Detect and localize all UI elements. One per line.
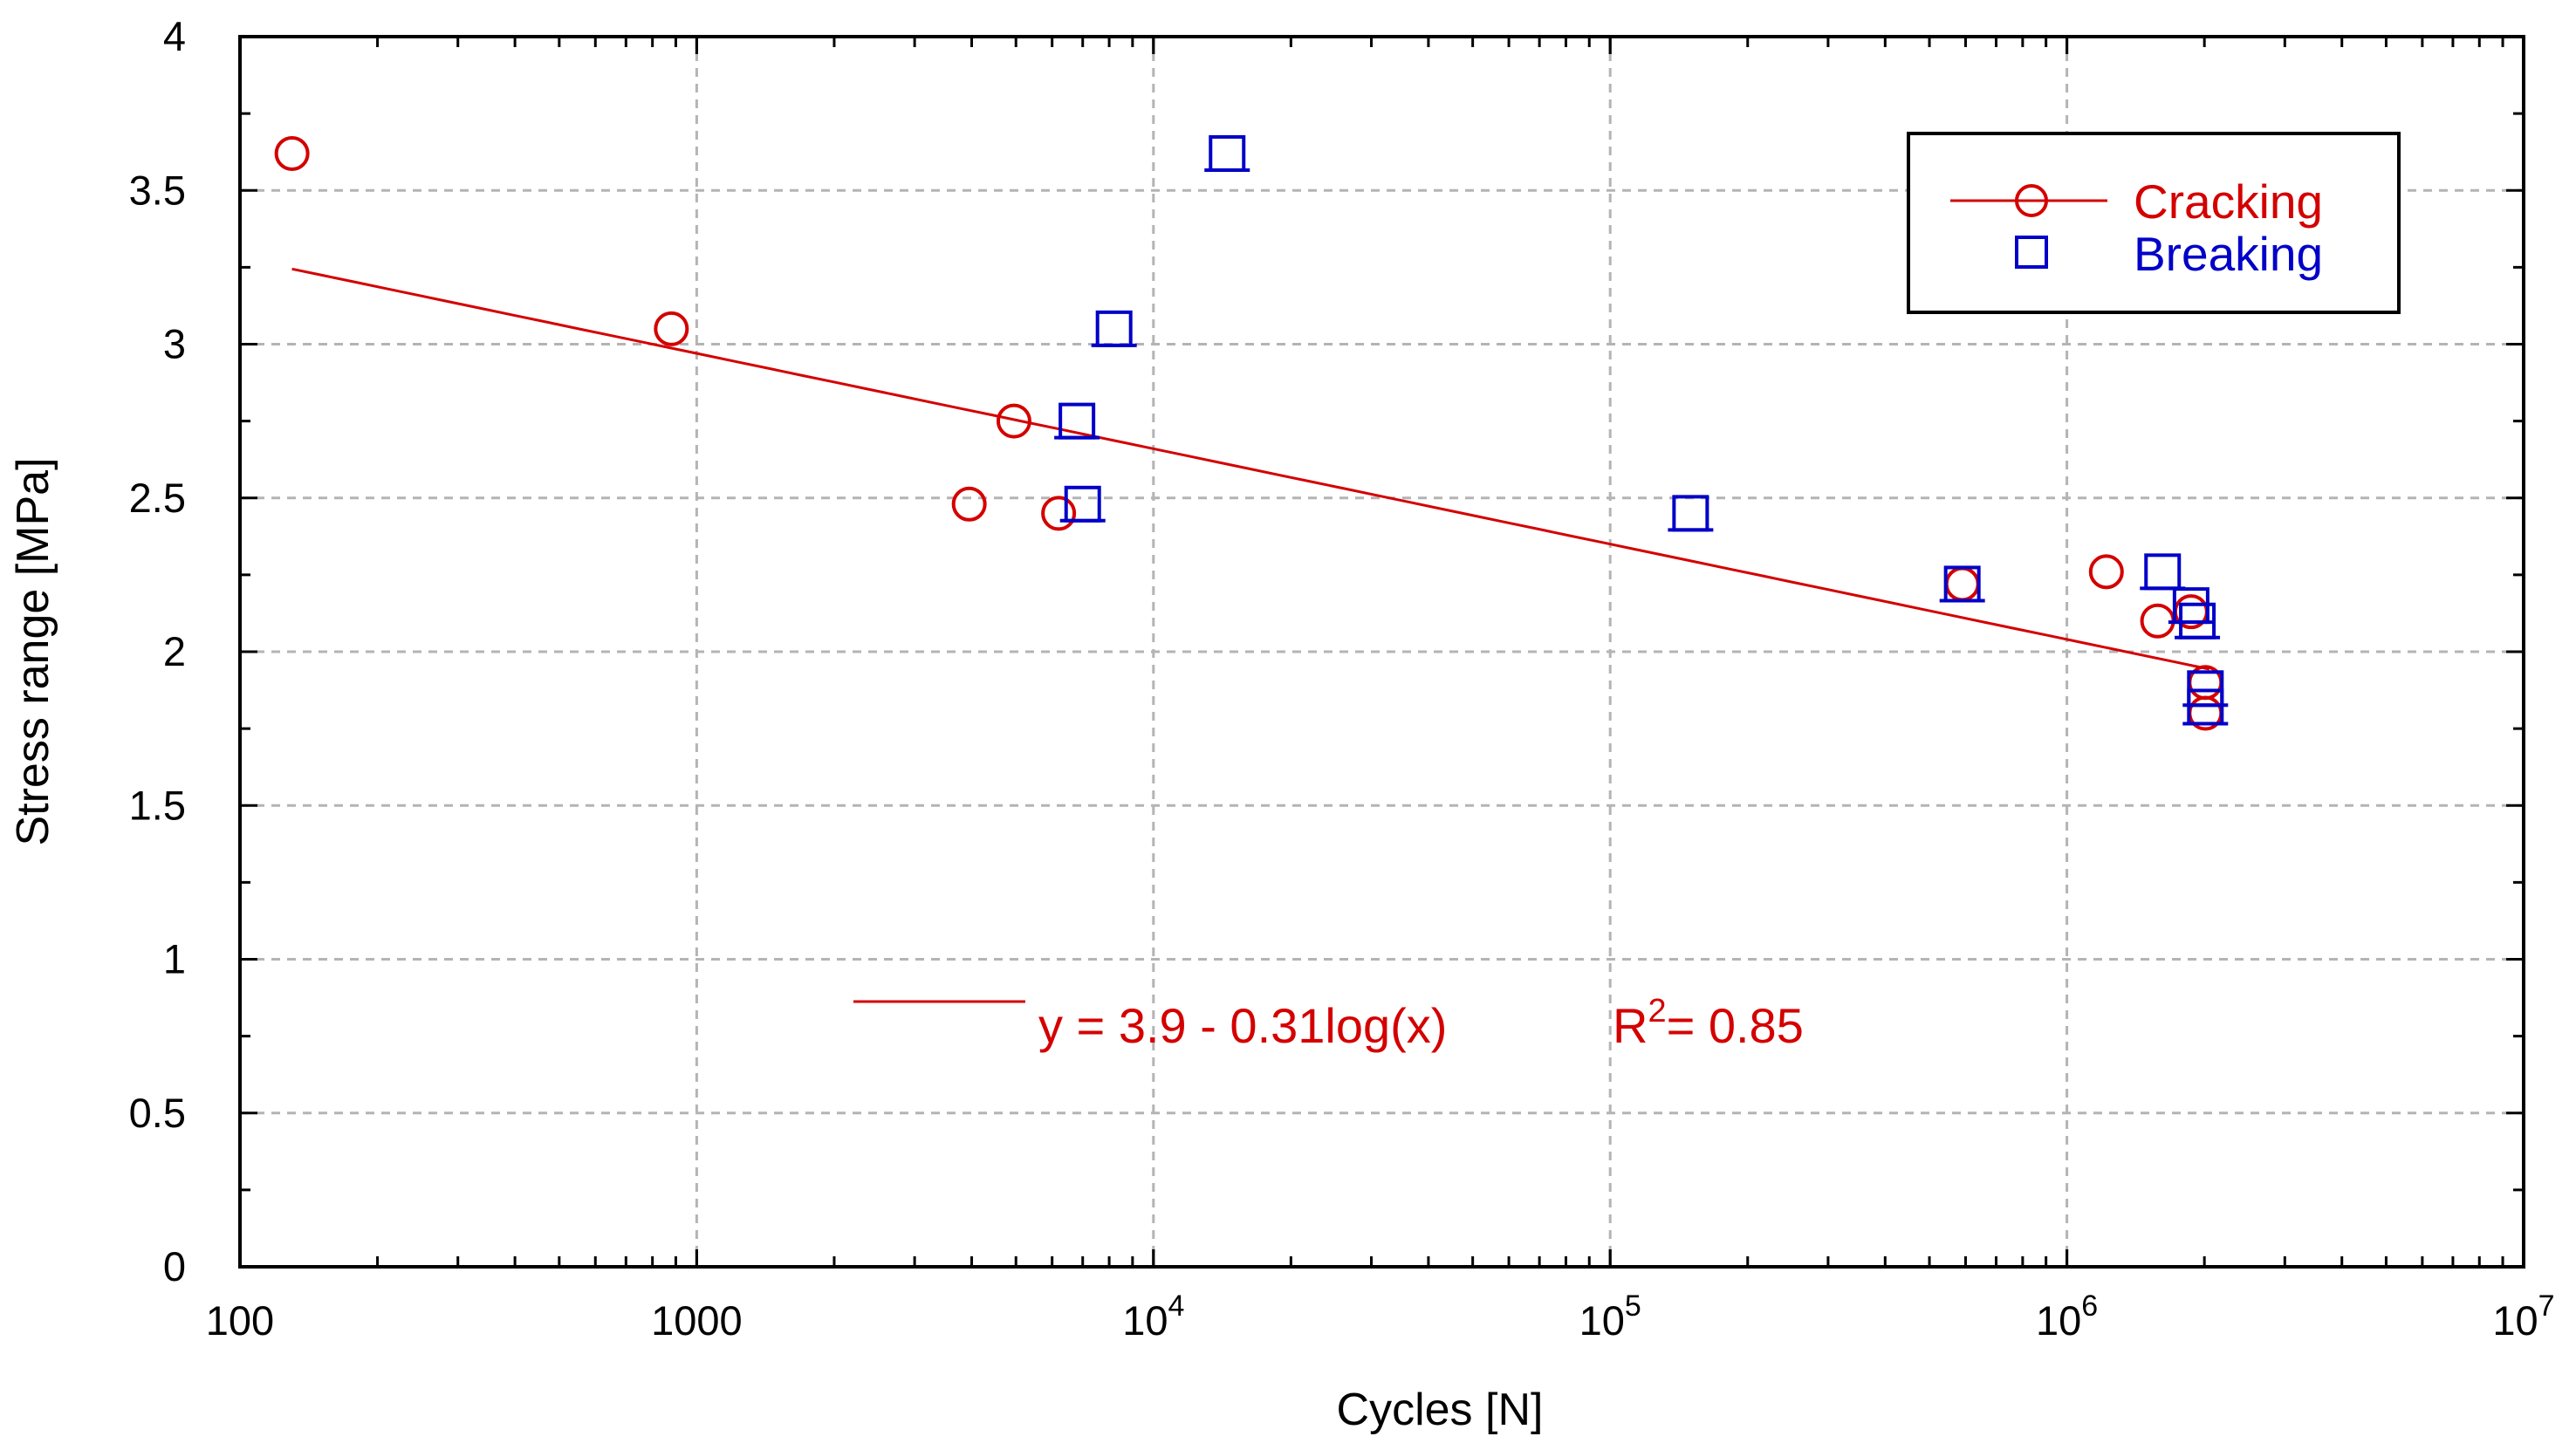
x-tick-label: 106 <box>2036 1289 2098 1344</box>
cracking-point <box>274 135 310 171</box>
cracking-point <box>654 311 689 346</box>
y-tick-label: 0 <box>163 1243 186 1289</box>
cracking-point <box>996 403 1031 439</box>
y-tick-label: 3.5 <box>129 167 186 213</box>
x-tick-label: 104 <box>1122 1289 1184 1344</box>
legend-box <box>1907 132 2401 314</box>
y-tick-label: 4 <box>163 13 186 59</box>
y-tick-label: 2 <box>163 628 186 674</box>
legend: Cracking Breaking <box>1907 132 2401 314</box>
fit-equation: y = 3.9 - 0.31log(x) <box>1038 998 1447 1053</box>
x-tick-label-base: 10 <box>2036 1297 2081 1344</box>
x-axis-title: Cycles [N] <box>1337 1385 1544 1435</box>
y-tick-label: 3 <box>163 321 186 367</box>
x-tick-label-exp: 4 <box>1168 1289 1184 1323</box>
y-tick-label: 1.5 <box>129 782 186 828</box>
breaking-point <box>1668 495 1714 532</box>
x-tick-label-base: 10 <box>2492 1297 2538 1344</box>
y-tick-label: 1 <box>163 936 186 982</box>
y-tick-labels: 0 0.5 1 1.5 2 2.5 3 3.5 4 <box>129 13 186 1289</box>
x-tick-label-exp: 5 <box>1625 1289 1641 1323</box>
plot-frame <box>238 35 2525 1269</box>
x-tick-label: 105 <box>1579 1289 1641 1344</box>
y-tick-label: 2.5 <box>129 475 186 521</box>
x-tick-labels: 100 1000 104 105 106 107 <box>206 1289 2555 1344</box>
x-tick-label: 1000 <box>651 1297 743 1344</box>
x-tick-label: 100 <box>206 1297 274 1344</box>
breaking-point <box>1059 485 1106 523</box>
y-axis-title: Stress range [MPa] <box>8 457 58 845</box>
y-tick-label: 0.5 <box>129 1090 186 1136</box>
legend-breaking-label: Breaking <box>2134 227 2323 281</box>
fit-line <box>291 267 2210 671</box>
breaking-point <box>1939 565 1985 603</box>
breaking-point <box>1204 134 1250 172</box>
fit-annotation: y = 3.9 - 0.31log(x) R2= 0.85 <box>853 993 1804 1053</box>
x-tick-label-base: 10 <box>1579 1297 1625 1344</box>
fit-line-group <box>291 267 2210 671</box>
legend-breaking-marker <box>2015 236 2048 269</box>
cracking-point <box>951 486 987 522</box>
cracking-point <box>2088 554 2124 590</box>
breaking-point <box>1091 310 1137 347</box>
x-tick-label-exp: 7 <box>2538 1289 2555 1323</box>
breaking-point <box>2175 602 2221 640</box>
x-tick-label-exp: 6 <box>2081 1289 2098 1323</box>
legend-cracking-label: Cracking <box>2134 174 2323 229</box>
breaking-point <box>2182 688 2229 726</box>
fit-r2-sup: 2 <box>1648 993 1666 1029</box>
x-tick-label-base: 10 <box>1122 1297 1168 1344</box>
fit-r2-label: R2= 0.85 <box>1613 993 1804 1053</box>
data-markers <box>274 134 2229 731</box>
fit-r2-value: = 0.85 <box>1667 998 1804 1053</box>
x-tick-label: 107 <box>2492 1289 2554 1344</box>
breaking-point <box>1054 402 1100 440</box>
legend-cracking-marker <box>2015 184 2048 217</box>
cracking-point <box>1041 496 1077 531</box>
